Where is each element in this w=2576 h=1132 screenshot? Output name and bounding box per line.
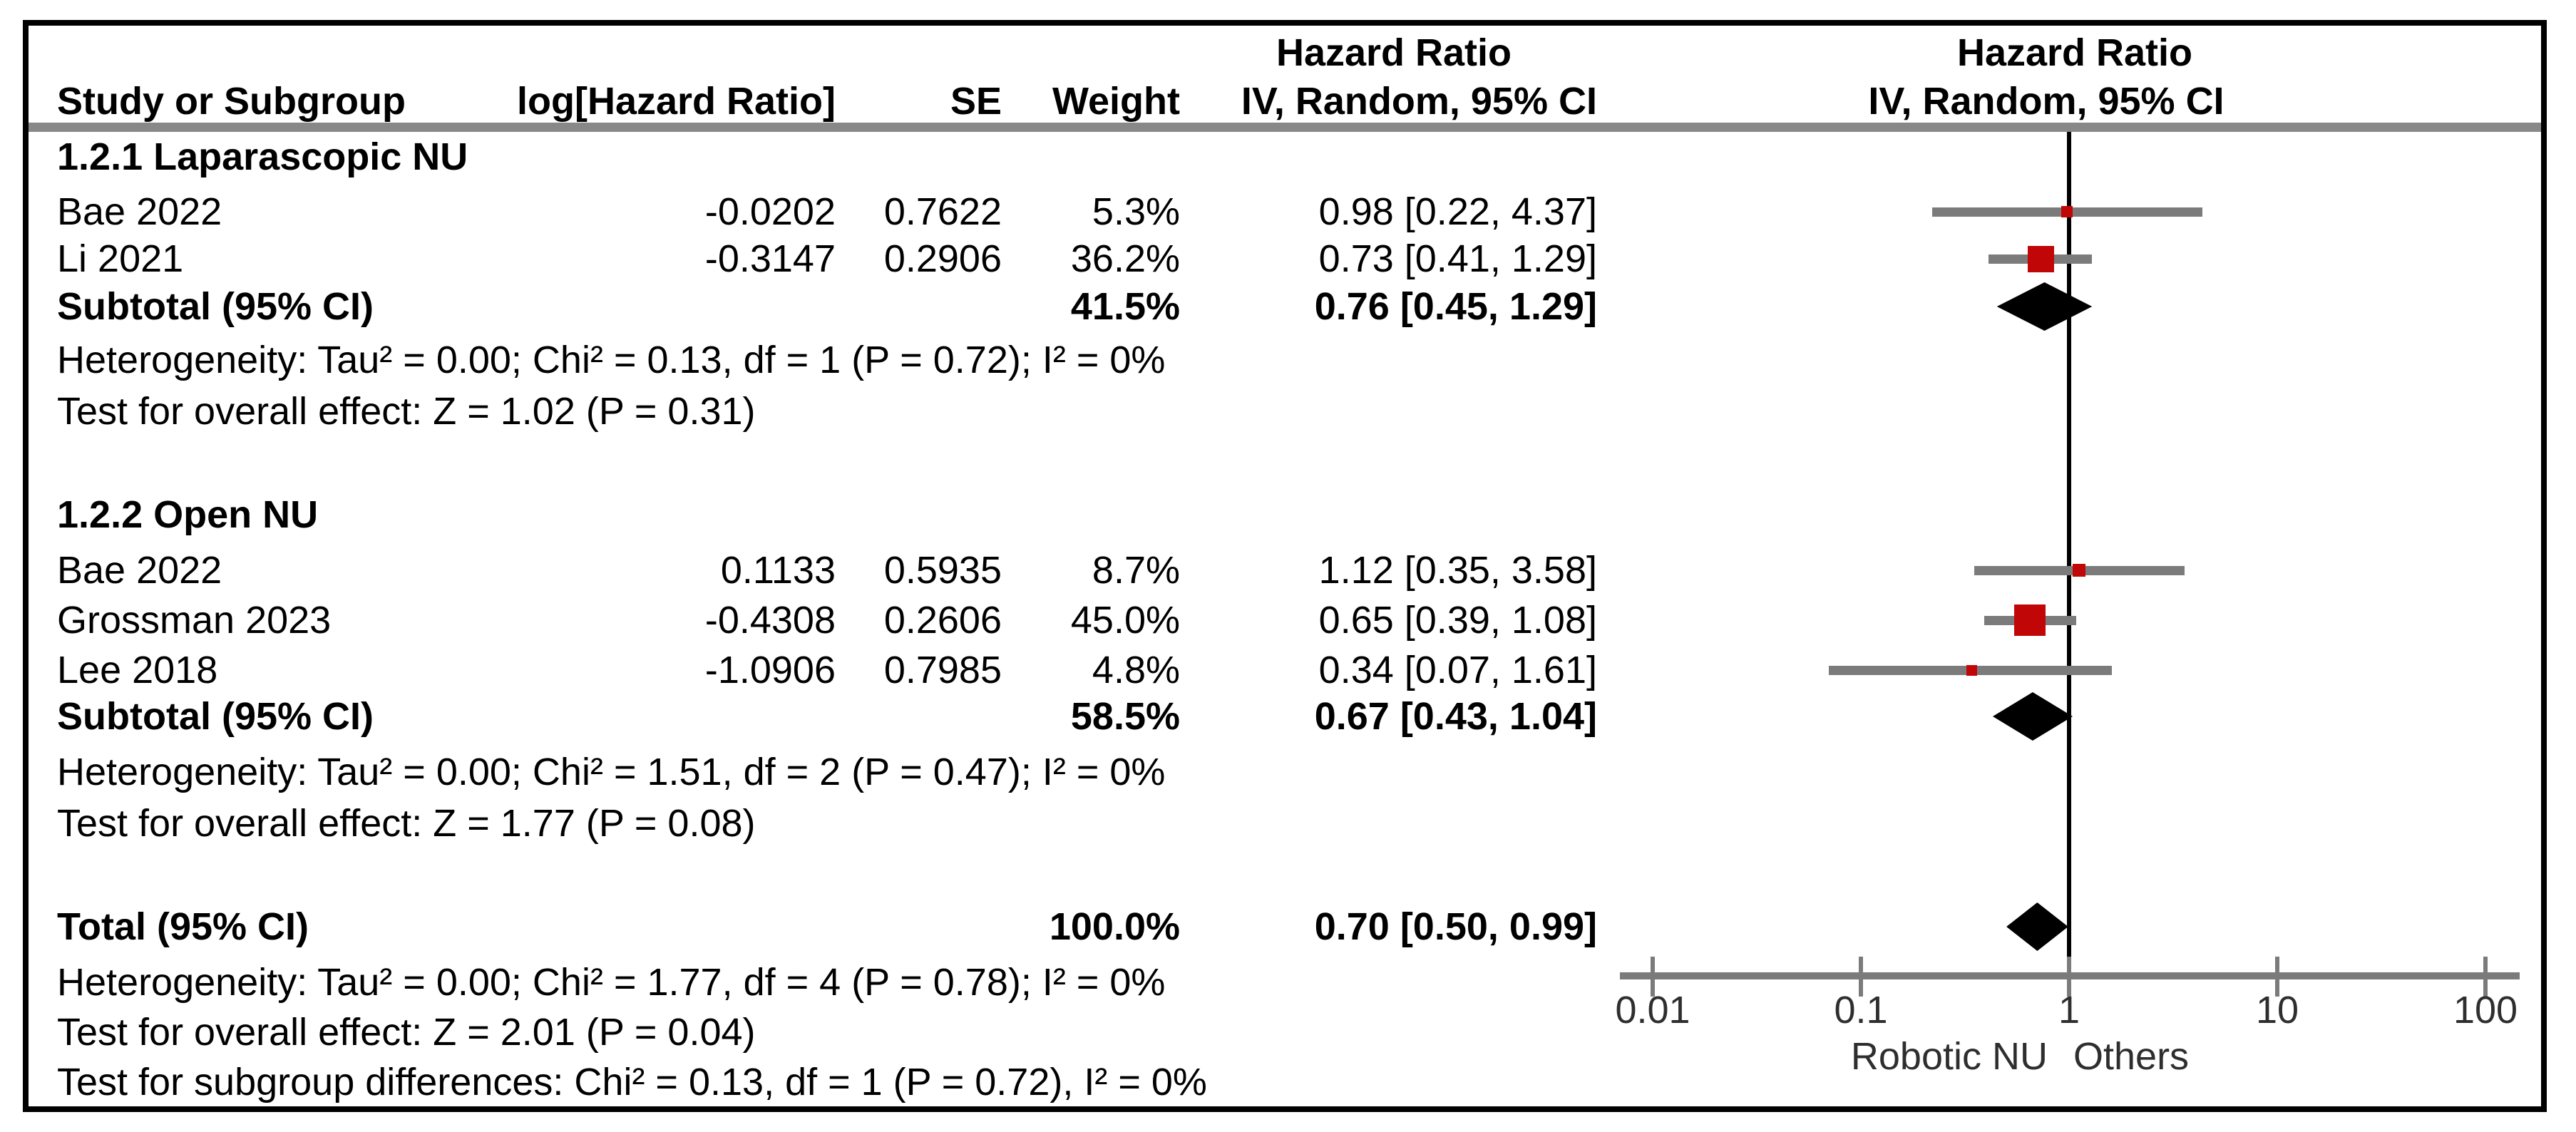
- overall-effect-note: Test for overall effect: Z = 1.77 (P = 0…: [57, 802, 756, 845]
- stats-effect-title: Hazard Ratio: [1276, 31, 1512, 74]
- col-header-weight: Weight: [1052, 80, 1180, 123]
- axis-tick-label: 1: [2058, 989, 2080, 1031]
- study-log-hr: -0.3147: [704, 237, 836, 280]
- study-se: 0.2906: [883, 237, 1002, 280]
- pooled-diamond: [1996, 282, 2093, 331]
- heterogeneity-note: Heterogeneity: Tau² = 0.00; Chi² = 0.13,…: [57, 339, 1166, 381]
- plot-col-header-ci: IV, Random, 95% CI: [1868, 80, 2225, 123]
- axis-tick-label: 0.01: [1615, 989, 1690, 1031]
- subtotal-weight: 41.5%: [1070, 285, 1180, 328]
- heterogeneity-note: Heterogeneity: Tau² = 0.00; Chi² = 1.51,…: [57, 751, 1166, 793]
- overall-effect-note: Test for overall effect: Z = 2.01 (P = 0…: [57, 1011, 756, 1054]
- subgroup-title: 1.2.1 Laparascopic NU: [57, 135, 468, 178]
- study-weight: 5.3%: [1092, 190, 1180, 233]
- axis-tick: [1651, 957, 1655, 997]
- study-ci: 0.34 [0.07, 1.61]: [1318, 649, 1597, 691]
- study-se: 0.2606: [883, 599, 1002, 642]
- effect-square: [1966, 664, 1977, 676]
- study-ci: 1.12 [0.35, 3.58]: [1318, 549, 1597, 592]
- study-weight: 4.8%: [1092, 649, 1180, 691]
- col-header-ci: IV, Random, 95% CI: [1241, 80, 1597, 123]
- study-se: 0.5935: [883, 549, 1002, 592]
- study-log-hr: -1.0906: [704, 649, 836, 691]
- favours-left-label: Robotic NU: [1850, 1035, 2048, 1078]
- favours-right-label: Others: [2073, 1035, 2190, 1078]
- figure-border: [23, 20, 2547, 1112]
- study-ci: 0.65 [0.39, 1.08]: [1318, 599, 1597, 642]
- study-label: Li 2021: [57, 237, 184, 280]
- effect-square: [2061, 206, 2073, 217]
- axis-tick: [1859, 957, 1863, 997]
- effect-square: [2027, 245, 2054, 272]
- subtotal-weight: 58.5%: [1070, 695, 1180, 738]
- plot-effect-title: Hazard Ratio: [1956, 31, 2193, 74]
- effect-square: [2073, 564, 2086, 577]
- subgroup-title: 1.2.2 Open NU: [57, 493, 319, 536]
- effect-square: [2014, 604, 2046, 636]
- col-header-study: Study or Subgroup: [57, 80, 406, 123]
- axis-tick-label: 100: [2453, 989, 2518, 1031]
- study-weight: 45.0%: [1070, 599, 1180, 642]
- study-label: Lee 2018: [57, 649, 218, 691]
- axis-tick: [2275, 957, 2279, 997]
- total-ci: 0.70 [0.50, 0.99]: [1314, 905, 1597, 948]
- header-rule: [29, 123, 2541, 132]
- study-log-hr: -0.4308: [704, 599, 836, 642]
- axis-tick: [2483, 957, 2488, 997]
- study-weight: 8.7%: [1092, 549, 1180, 592]
- study-se: 0.7622: [883, 190, 1002, 233]
- col-header-log-hr: log[Hazard Ratio]: [516, 80, 836, 123]
- subtotal-label: Subtotal (95% CI): [57, 695, 374, 738]
- pooled-diamond: [2006, 902, 2068, 951]
- subtotal-label: Subtotal (95% CI): [57, 285, 374, 328]
- study-log-hr: 0.1133: [720, 549, 836, 592]
- total-label: Total (95% CI): [57, 905, 309, 948]
- study-label: Bae 2022: [57, 549, 222, 592]
- study-weight: 36.2%: [1070, 237, 1180, 280]
- subgroup-differences-note: Test for subgroup differences: Chi² = 0.…: [57, 1061, 1207, 1103]
- total-weight: 100.0%: [1049, 905, 1180, 948]
- study-label: Grossman 2023: [57, 599, 332, 642]
- overall-effect-note: Test for overall effect: Z = 1.02 (P = 0…: [57, 390, 756, 433]
- subtotal-ci: 0.76 [0.45, 1.29]: [1314, 285, 1597, 328]
- study-ci: 0.73 [0.41, 1.29]: [1318, 237, 1597, 280]
- study-log-hr: -0.0202: [704, 190, 836, 233]
- null-effect-line: [2067, 132, 2071, 997]
- heterogeneity-note: Heterogeneity: Tau² = 0.00; Chi² = 1.77,…: [57, 961, 1166, 1004]
- subtotal-ci: 0.67 [0.43, 1.04]: [1314, 695, 1597, 738]
- pooled-diamond: [1992, 692, 2073, 741]
- study-se: 0.7985: [883, 649, 1002, 691]
- axis-tick-label: 0.1: [1834, 989, 1888, 1031]
- axis-tick-label: 10: [2255, 989, 2299, 1031]
- study-label: Bae 2022: [57, 190, 222, 233]
- col-header-se: SE: [950, 80, 1002, 123]
- study-ci: 0.98 [0.22, 4.37]: [1318, 190, 1597, 233]
- axis-tick: [2067, 957, 2071, 997]
